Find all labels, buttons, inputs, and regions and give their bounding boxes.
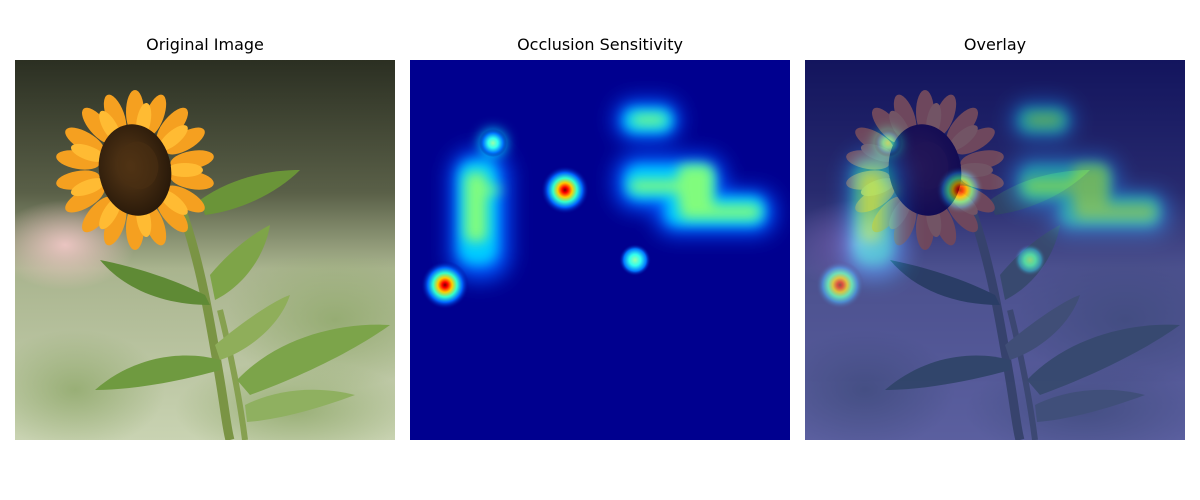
heatmap-overlay [805,60,1185,440]
original-image-title: Original Image [146,35,264,54]
occlusion-sensitivity-title: Occlusion Sensitivity [517,35,683,54]
overlay-panel [805,60,1185,440]
occlusion-sensitivity-panel [410,60,790,440]
sunflower-photo [15,60,395,440]
overlay-title: Overlay [963,35,1027,54]
original-image-panel [15,60,395,440]
heatmap [410,60,790,440]
